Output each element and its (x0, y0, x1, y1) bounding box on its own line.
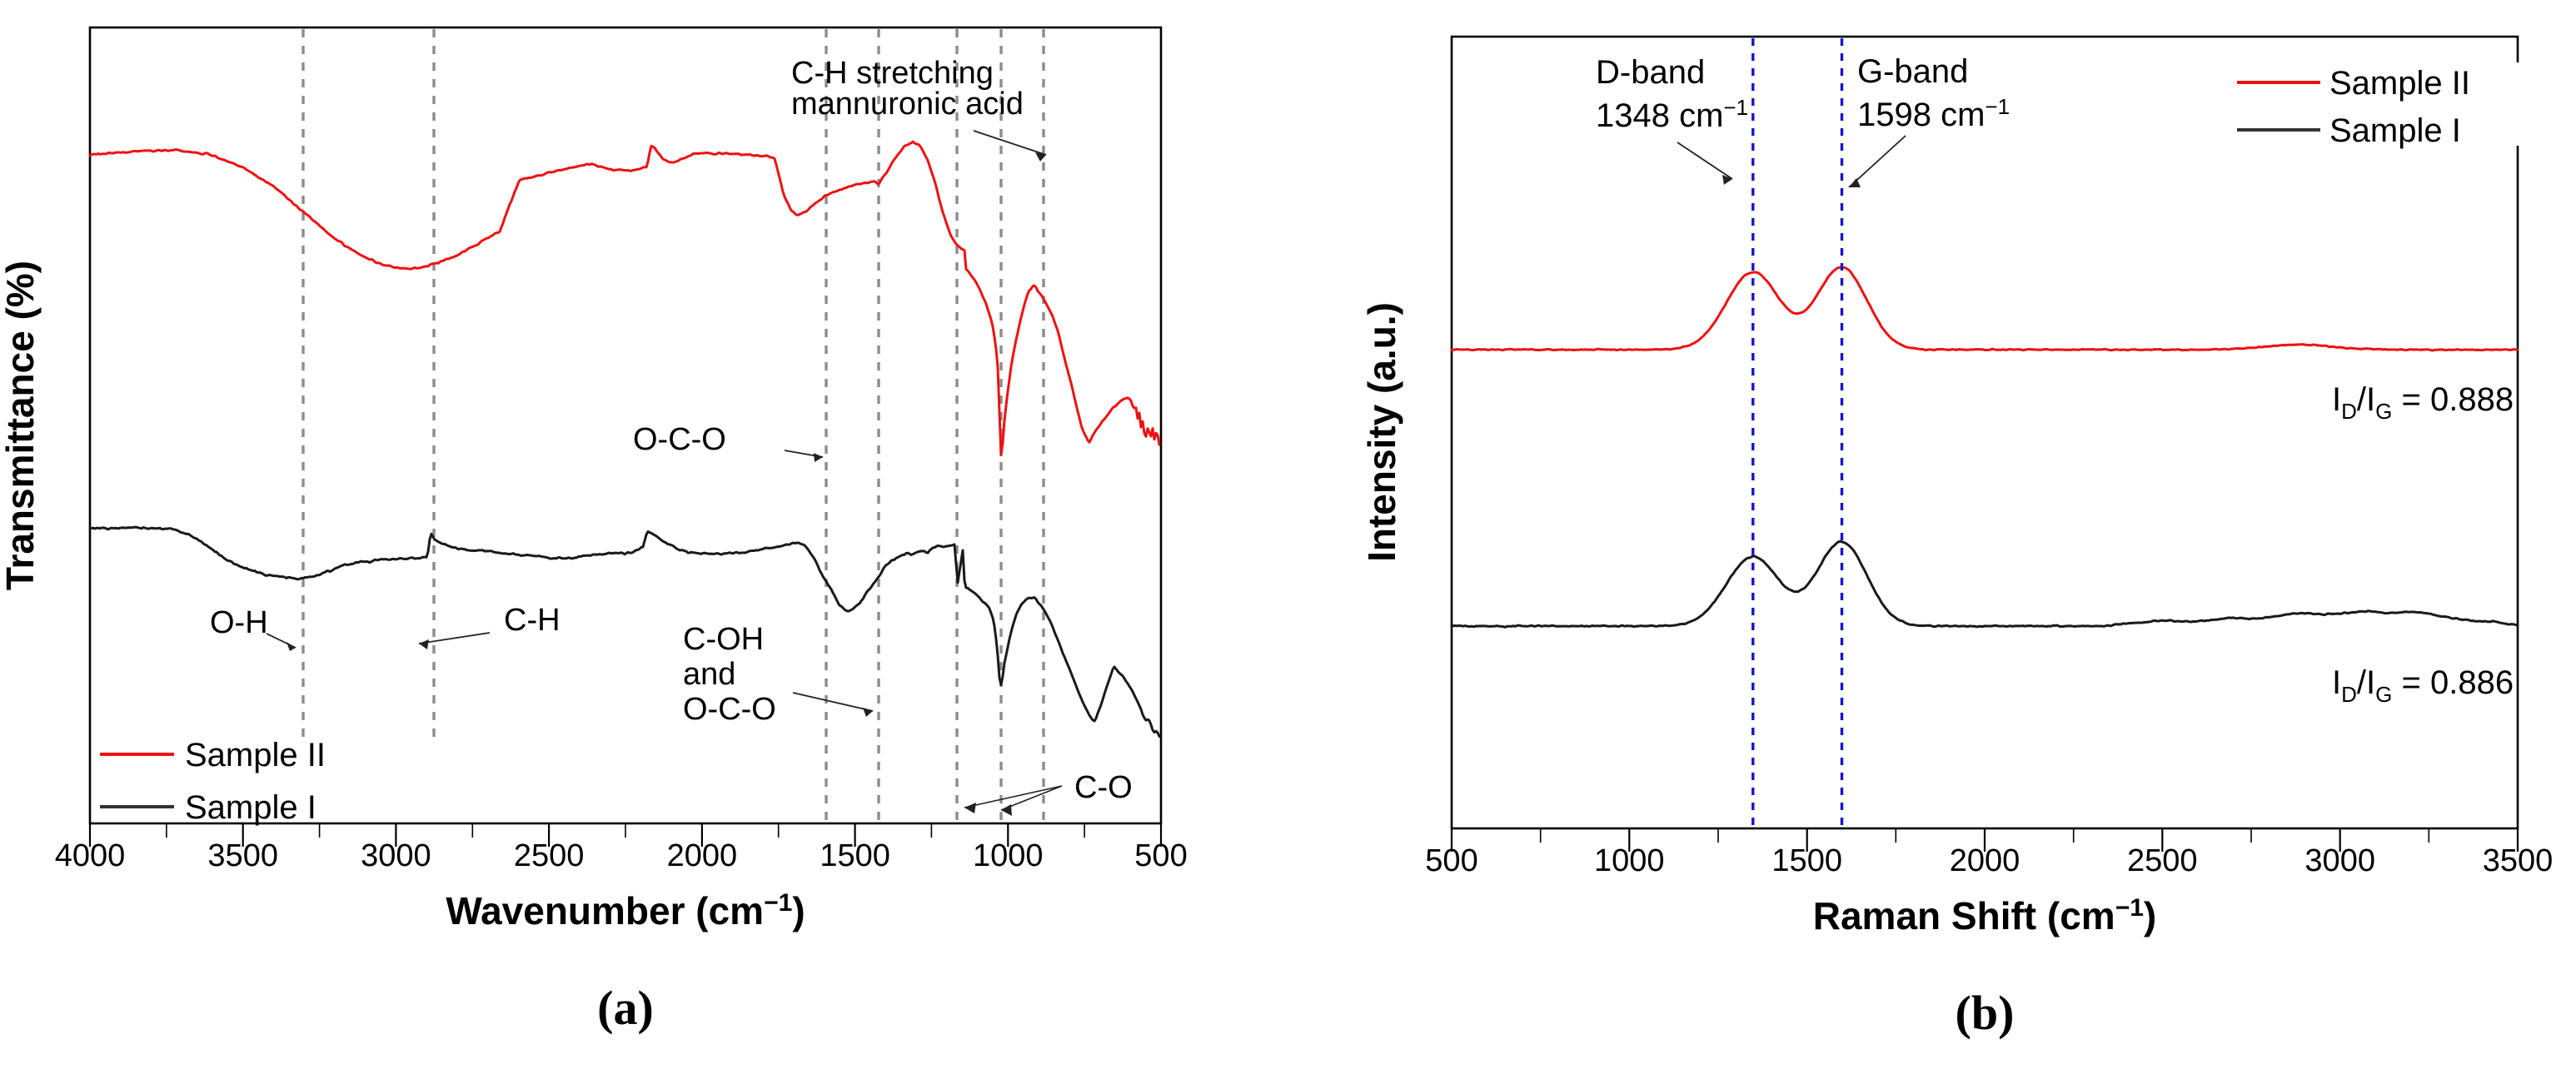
svg-text:500: 500 (1134, 838, 1187, 873)
svg-text:1500: 1500 (820, 838, 890, 873)
svg-text:Sample II: Sample II (2329, 65, 2470, 102)
svg-text:C-O: C-O (1074, 770, 1133, 805)
svg-text:Raman Shift (cm−1): Raman Shift (cm−1) (1813, 894, 2157, 937)
svg-text:(a): (a) (597, 981, 654, 1035)
svg-text:O-C-O: O-C-O (683, 692, 776, 727)
svg-text:3500: 3500 (207, 838, 278, 873)
svg-text:D-band: D-band (1596, 54, 1705, 91)
svg-text:4000: 4000 (55, 838, 126, 873)
svg-text:Sample II: Sample II (185, 737, 326, 773)
svg-text:2500: 2500 (2127, 843, 2198, 878)
svg-text:Intensity (a.u.): Intensity (a.u.) (1360, 302, 1403, 562)
svg-text:ID/IG = 0.886: ID/IG = 0.886 (2332, 664, 2514, 707)
svg-text:and: and (683, 657, 735, 692)
svg-text:Wavenumber (cm−1): Wavenumber (cm−1) (446, 889, 805, 932)
svg-text:C-OH: C-OH (683, 622, 764, 657)
svg-text:3000: 3000 (2304, 843, 2375, 878)
svg-text:ID/IG = 0.888: ID/IG = 0.888 (2332, 381, 2514, 424)
svg-text:2500: 2500 (514, 838, 585, 873)
svg-text:3000: 3000 (361, 838, 431, 873)
svg-text:mannuronic acid: mannuronic acid (791, 87, 1024, 122)
svg-text:1500: 1500 (1771, 843, 1842, 878)
svg-text:Transmittance (%): Transmittance (%) (0, 261, 42, 590)
svg-text:G-band: G-band (1857, 53, 1968, 90)
svg-text:(b): (b) (1956, 986, 2015, 1040)
svg-text:C-H stretching: C-H stretching (791, 56, 994, 91)
svg-text:2000: 2000 (1950, 843, 2020, 878)
svg-text:2000: 2000 (667, 838, 738, 873)
svg-text:Sample I: Sample I (2329, 112, 2461, 149)
svg-text:O-H: O-H (210, 605, 268, 640)
svg-text:O-C-O: O-C-O (633, 422, 726, 457)
svg-text:3500: 3500 (2483, 843, 2554, 878)
svg-text:C-H: C-H (504, 603, 561, 638)
svg-text:1000: 1000 (1594, 843, 1665, 878)
svg-text:500: 500 (1425, 843, 1477, 878)
svg-text:Sample I: Sample I (185, 789, 316, 826)
svg-text:1000: 1000 (973, 838, 1044, 873)
